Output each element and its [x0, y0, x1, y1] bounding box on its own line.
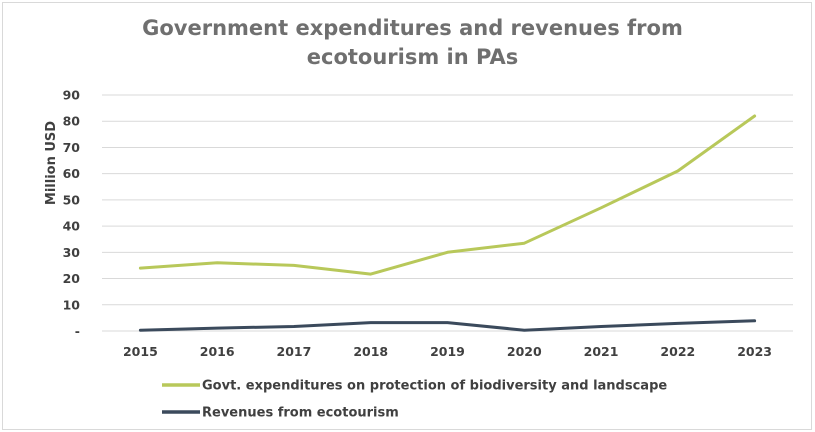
legend: Govt. expenditures on protection of biod… — [162, 379, 667, 421]
y-tick-label: - — [75, 324, 80, 339]
y-tick-label: 30 — [63, 245, 81, 260]
x-tick-label: 2015 — [123, 344, 158, 359]
y-tick-label: 70 — [63, 140, 81, 155]
legend-label-1: Govt. expenditures on protection of biod… — [202, 379, 667, 394]
y-axis-label: Million USD — [44, 121, 59, 205]
y-tick-label: 10 — [63, 297, 81, 312]
series-line-2 — [138, 319, 757, 332]
x-tick-label: 2021 — [584, 344, 619, 359]
x-tick-label: 2019 — [430, 344, 465, 359]
x-axis-ticks: 2015 2016 2017 2018 2019 2020 2021 2022 2023 — [123, 344, 772, 359]
x-tick-label: 2023 — [737, 344, 772, 359]
y-tick-label: 90 — [63, 88, 81, 103]
gridlines — [102, 94, 793, 332]
y-tick-label: 80 — [63, 114, 81, 129]
x-tick-label: 2018 — [353, 344, 388, 359]
y-tick-label: 50 — [63, 192, 81, 207]
y-tick-label: 20 — [63, 271, 81, 286]
x-tick-label: 2016 — [200, 344, 235, 359]
series-lines — [138, 114, 757, 332]
chart-title-line-1: Government expenditures and revenues fro… — [142, 16, 683, 40]
series-line-1 — [138, 114, 757, 276]
y-tick-label: 40 — [63, 219, 81, 234]
x-tick-label: 2022 — [660, 344, 695, 359]
chart-title-line-2: ecotourism in PAs — [306, 45, 519, 69]
y-axis-ticks: - 10 20 30 40 50 60 70 80 90 — [63, 88, 81, 339]
chart-title: Government expenditures and revenues fro… — [0, 14, 815, 72]
x-tick-label: 2020 — [507, 344, 542, 359]
x-tick-label: 2017 — [277, 344, 312, 359]
y-tick-label: 60 — [63, 166, 81, 181]
legend-label-2: Revenues from ecotourism — [202, 406, 399, 421]
